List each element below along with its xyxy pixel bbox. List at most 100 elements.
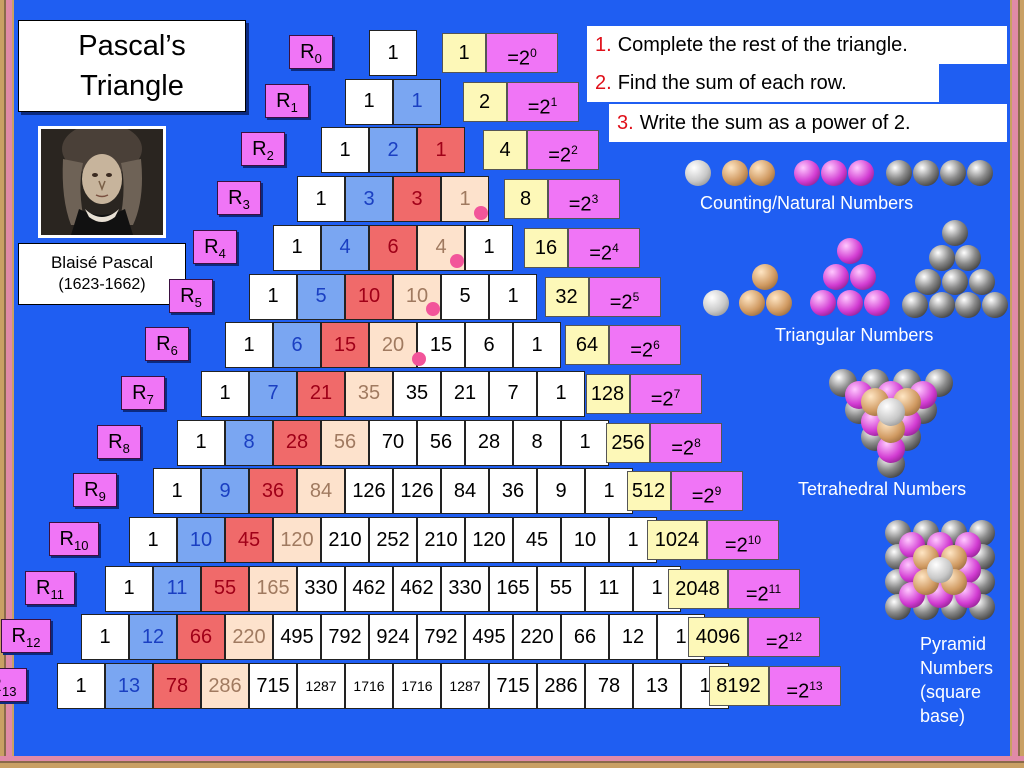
diagonal-dot-marker bbox=[474, 206, 488, 220]
row-sum-power: =20 bbox=[486, 33, 558, 73]
row-sum-power: =22 bbox=[527, 130, 599, 171]
sphere bbox=[794, 160, 820, 186]
triangle-cell: 36 bbox=[489, 468, 537, 515]
power-exponent: 12 bbox=[788, 630, 803, 645]
power-exponent: 8 bbox=[694, 435, 701, 450]
triangle-cell: 495 bbox=[465, 614, 513, 661]
triangle-cell: 252 bbox=[369, 517, 417, 563]
triangle-cell: 7 bbox=[489, 370, 537, 417]
triangle-cell: 56 bbox=[417, 419, 465, 466]
triangle-cell: 1716 bbox=[393, 663, 441, 710]
row-sum-power: =28 bbox=[650, 422, 722, 463]
triangle-cell: 4 bbox=[321, 224, 369, 271]
power-base: =2 bbox=[724, 534, 748, 557]
row-label-index: 1 bbox=[290, 99, 298, 115]
triangle-cell: 1 bbox=[129, 517, 177, 563]
right-frame-border bbox=[1010, 0, 1024, 768]
power-exponent: 3 bbox=[591, 192, 599, 207]
triangle-cell: 84 bbox=[441, 468, 489, 515]
row-label: R5 bbox=[169, 278, 213, 313]
row-sum-power: =212 bbox=[748, 617, 820, 658]
triangle-cell: 1 bbox=[273, 224, 321, 271]
bottom-frame-border bbox=[0, 756, 1024, 768]
triangle-cell: 1 bbox=[537, 370, 585, 417]
triangle-cell: 1 bbox=[393, 78, 441, 125]
triangle-cell: 10 bbox=[561, 517, 609, 563]
triangle-cell: 1 bbox=[57, 663, 105, 710]
row-label: R3 bbox=[217, 181, 261, 216]
sphere bbox=[837, 290, 863, 316]
left-frame-border bbox=[0, 0, 14, 768]
triangle-cell: 1 bbox=[561, 419, 609, 466]
triangle-cell: 10 bbox=[177, 517, 225, 563]
portrait-years: (1623-1662) bbox=[58, 276, 146, 293]
triangle-cell: 15 bbox=[417, 322, 465, 369]
triangle-cell: 55 bbox=[201, 565, 249, 612]
sphere bbox=[821, 160, 847, 186]
triangle-cell: 924 bbox=[369, 614, 417, 661]
triangle-cell: 84 bbox=[297, 468, 345, 515]
triangle-cell: 1 bbox=[513, 322, 561, 369]
row-sum-power: =29 bbox=[670, 471, 743, 512]
triangle-cell: 3 bbox=[345, 176, 393, 223]
sphere bbox=[955, 245, 981, 271]
sphere bbox=[739, 290, 765, 316]
power-exponent: 4 bbox=[612, 240, 619, 255]
row-label: R4 bbox=[193, 229, 237, 264]
triangle-cell: 11 bbox=[153, 565, 201, 612]
triangle-cell: 2 bbox=[369, 127, 417, 174]
row-sum: 1 bbox=[442, 33, 486, 73]
triangle-cell: 1 bbox=[249, 273, 297, 320]
row-label-prefix: R bbox=[59, 528, 74, 550]
triangle-cell: 330 bbox=[441, 565, 489, 612]
power-base: =2 bbox=[548, 145, 572, 168]
power-base: =2 bbox=[765, 632, 789, 655]
row-label-prefix: R bbox=[276, 89, 291, 112]
row-sum: 1024 bbox=[647, 520, 707, 560]
sphere bbox=[864, 290, 890, 316]
instruction-text: Find the sum of each row. bbox=[617, 72, 847, 94]
power-base: =2 bbox=[589, 242, 613, 265]
counting-numbers-label: Counting/Natural Numbers bbox=[700, 193, 914, 213]
power-exponent: 9 bbox=[714, 484, 722, 499]
row-label-index: 7 bbox=[146, 391, 154, 407]
sphere bbox=[929, 245, 955, 271]
row-label-prefix: R bbox=[252, 138, 267, 161]
sphere bbox=[703, 290, 729, 316]
triangle-cell: 1 bbox=[153, 468, 201, 515]
triangle-cell: 330 bbox=[297, 565, 345, 612]
sphere bbox=[722, 160, 748, 186]
row-label-index: 13 bbox=[1, 684, 17, 700]
power-exponent: 11 bbox=[768, 581, 782, 596]
triangle-cell: 78 bbox=[153, 663, 201, 710]
triangle-cell: 15 bbox=[321, 322, 369, 369]
power-exponent: 5 bbox=[632, 289, 640, 304]
row-sum: 64 bbox=[565, 325, 609, 366]
sphere bbox=[927, 557, 953, 583]
row-sum-power: =210 bbox=[707, 520, 779, 560]
triangle-cell: 1 bbox=[177, 419, 225, 466]
row-label: R7 bbox=[121, 375, 165, 410]
row-label: R1 bbox=[265, 83, 309, 118]
triangle-cell: 1 bbox=[489, 273, 537, 320]
row-label: R9 bbox=[73, 473, 117, 508]
row-sum-power: =24 bbox=[568, 227, 640, 268]
row-sum-power: =211 bbox=[727, 568, 800, 609]
row-sum: 4096 bbox=[688, 617, 748, 658]
triangle-cell: 5 bbox=[441, 273, 489, 320]
triangle-cell: 286 bbox=[201, 663, 249, 710]
pyramid-numbers-label: Pyramid Numbers (square base) bbox=[920, 632, 993, 728]
diagonal-dot-marker bbox=[426, 302, 440, 316]
row-sum-power: =23 bbox=[547, 179, 620, 220]
sphere bbox=[915, 269, 941, 295]
power-exponent: 10 bbox=[747, 533, 762, 547]
row-label: R0 bbox=[289, 35, 333, 69]
sphere bbox=[940, 160, 966, 186]
power-exponent: 13 bbox=[809, 679, 823, 694]
power-base: =2 bbox=[745, 583, 769, 606]
triangle-cell: 6 bbox=[369, 224, 417, 271]
row-label-prefix: R bbox=[156, 333, 171, 356]
triangle-cell: 3 bbox=[393, 176, 441, 223]
instruction-2: 2. Find the sum of each row. bbox=[587, 64, 939, 102]
row-sum-power: =26 bbox=[609, 325, 681, 366]
